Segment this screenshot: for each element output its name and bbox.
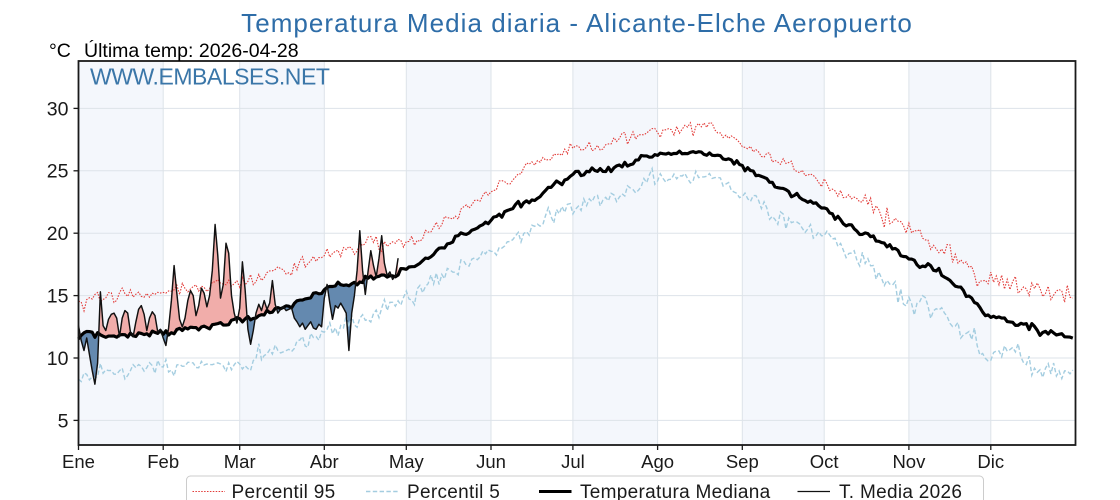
svg-text:Jun: Jun xyxy=(476,451,506,472)
svg-text:Mar: Mar xyxy=(224,451,256,472)
svg-text:5: 5 xyxy=(58,410,69,432)
svg-text:Percentil 95: Percentil 95 xyxy=(232,482,336,500)
svg-text:Ene: Ene xyxy=(62,451,95,472)
svg-text:Oct: Oct xyxy=(810,451,839,472)
svg-text:Temperatura Mediana: Temperatura Mediana xyxy=(580,482,771,500)
svg-text:20: 20 xyxy=(47,223,69,245)
svg-text:30: 30 xyxy=(47,98,69,120)
svg-text:Feb: Feb xyxy=(147,451,179,472)
svg-text:Abr: Abr xyxy=(310,451,339,472)
svg-text:Última temp: 2026-04-28: Última temp: 2026-04-28 xyxy=(84,39,299,62)
svg-text:25: 25 xyxy=(47,161,69,183)
svg-text:Dic: Dic xyxy=(977,451,1004,472)
svg-text:Temperatura Media diaria - Ali: Temperatura Media diaria - Alicante-Elch… xyxy=(241,8,913,38)
svg-text:15: 15 xyxy=(47,286,69,308)
svg-text:Sep: Sep xyxy=(726,451,759,472)
svg-text:Jul: Jul xyxy=(561,451,585,472)
svg-text:10: 10 xyxy=(47,348,69,370)
svg-text:WWW.EMBALSES.NET: WWW.EMBALSES.NET xyxy=(90,64,330,90)
svg-text:°C: °C xyxy=(49,40,71,62)
svg-text:May: May xyxy=(389,451,425,472)
svg-text:Nov: Nov xyxy=(892,451,926,472)
svg-text:T. Media 2026: T. Media 2026 xyxy=(839,482,962,500)
svg-text:Percentil 5: Percentil 5 xyxy=(407,482,500,500)
svg-text:Ago: Ago xyxy=(641,451,674,472)
